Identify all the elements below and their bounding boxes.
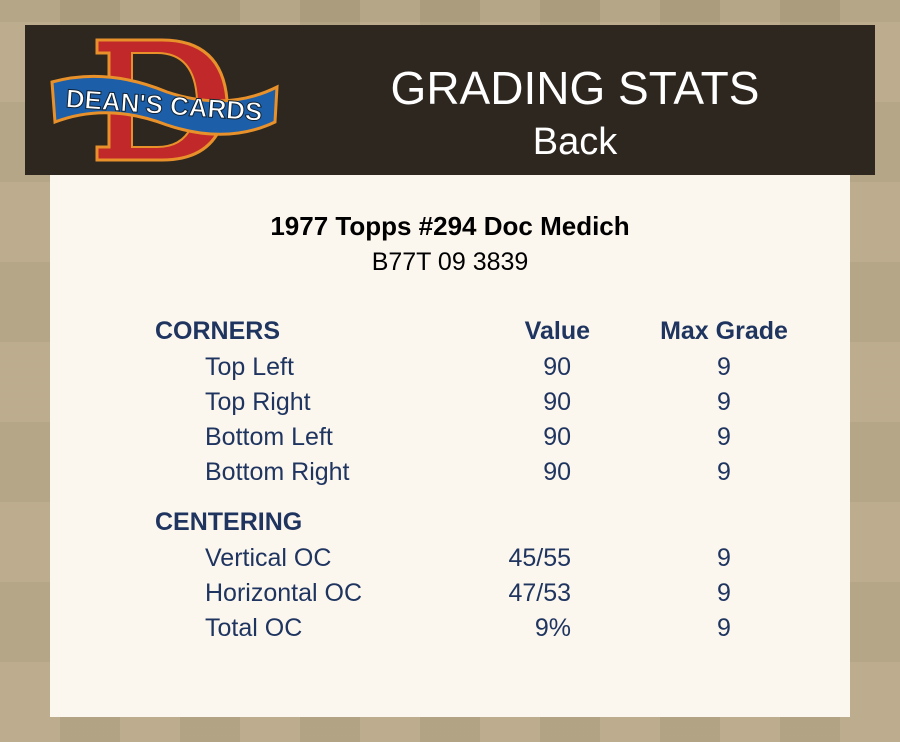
row-label: Top Right: [205, 388, 311, 416]
page-title: GRADING STATS: [390, 62, 760, 114]
header: DEAN'S CARDS GRADING STATS Back: [25, 25, 875, 175]
row-value: 47/53: [508, 579, 571, 607]
row-label: Top Left: [205, 353, 294, 381]
cert-number: B77T 09 3839: [371, 248, 529, 276]
row-value: 90: [543, 353, 571, 381]
row-label: Bottom Right: [205, 458, 350, 486]
row-max-grade: 9: [717, 544, 731, 572]
page-subtitle: Back: [532, 121, 618, 163]
row-label: Total OC: [205, 614, 303, 642]
deans-cards-logo: DEAN'S CARDS: [50, 38, 279, 162]
row-value: 45/55: [508, 544, 571, 572]
stats-panel: [50, 175, 850, 717]
row-value: 90: [543, 458, 571, 486]
row-max-grade: 9: [717, 614, 731, 642]
row-max-grade: 9: [717, 458, 731, 486]
row-label: Bottom Left: [205, 423, 333, 451]
section-corners: CORNERS: [155, 317, 281, 345]
row-value: 90: [543, 423, 571, 451]
card-name: 1977 Topps #294 Doc Medich: [270, 211, 630, 241]
row-max-grade: 9: [717, 388, 731, 416]
row-max-grade: 9: [717, 579, 731, 607]
row-label: Vertical OC: [205, 544, 332, 572]
column-value: Value: [524, 317, 590, 345]
row-value: 90: [543, 388, 571, 416]
row-label: Horizontal OC: [205, 579, 362, 607]
row-max-grade: 9: [717, 353, 731, 381]
column-max-grade: Max Grade: [660, 317, 788, 345]
row-value: 9%: [534, 614, 571, 642]
section-centering: CENTERING: [155, 508, 303, 536]
row-max-grade: 9: [717, 423, 731, 451]
